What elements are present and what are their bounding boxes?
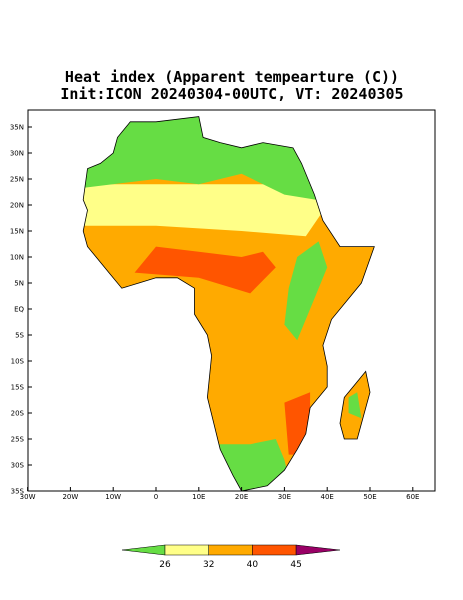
lat-label: 30S [11,462,25,470]
colorbar-label: 45 [290,560,301,570]
lon-label: 10W [105,493,121,501]
lon-label: 10E [192,493,205,501]
colorbar-label: 26 [159,560,171,570]
lat-label: 10S [11,358,25,366]
colorbar-segment [208,544,253,556]
zone-mild [83,184,328,237]
lat-label: 15S [11,384,25,392]
lat-label: 25S [11,436,25,444]
coastline [82,116,375,492]
lon-label: 50E [363,493,376,501]
zone-hot [134,246,276,294]
map-subtitle: Init:ICON 20240304-00UTC, VT: 20240305 [60,85,403,103]
map-title: Heat index (Apparent tempearture (C)) [65,68,399,86]
lat-label: 5N [14,280,24,288]
colorbar-segment [121,544,166,556]
lon-label: 60E [406,493,419,501]
colorbar: 26 32 40 45 [121,544,341,570]
lat-label: 20N [10,202,24,210]
lon-label: 20W [62,493,78,501]
colorbar-segment [252,544,297,556]
lat-label: 5S [15,332,24,340]
colorbar-segment [295,544,341,556]
lon-label: 30E [278,493,291,501]
colorbar-label: 40 [247,560,259,570]
lat-label: 15N [10,228,24,236]
lat-label: 10N [10,254,24,262]
lon-label: 40E [321,493,334,501]
lon-label: 30W [20,493,36,501]
lon-label: 20E [235,493,248,501]
lat-label: 35S [11,488,25,496]
lat-label: 30N [10,150,24,158]
colorbar-label: 32 [203,560,214,570]
colorbar-segment [164,544,209,556]
zone-cool [348,392,362,419]
lon-label: 0 [154,493,158,501]
lat-label: 25N [10,176,24,184]
lat-label: 20S [11,410,25,418]
lat-label: EQ [14,306,24,314]
lat-label: 35N [10,124,24,132]
zone-cool [284,241,328,341]
axis-labels: 35N 30N 25N 20N 15N 10N 5N EQ 5S 10S 15S 20S 25S 30S 3… [10,124,420,502]
